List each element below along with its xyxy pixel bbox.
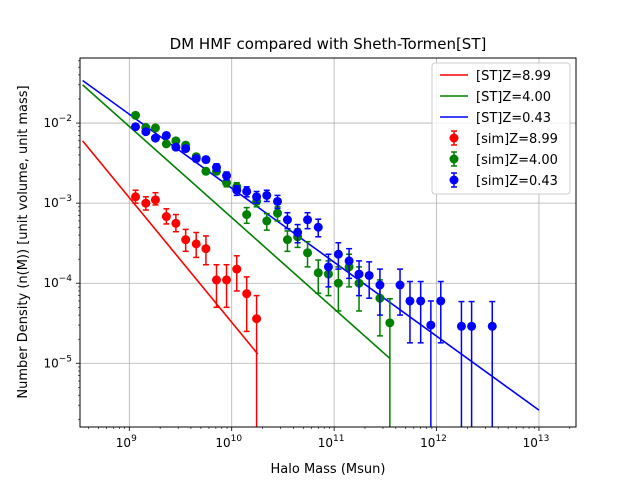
sim-point-1 xyxy=(131,110,141,120)
sim-point-2 xyxy=(191,154,201,164)
sim-point-0 xyxy=(131,192,141,202)
sim-point-1 xyxy=(385,318,395,328)
sim-point-1 xyxy=(313,268,323,278)
sim-point-1 xyxy=(303,248,313,258)
sim-point-2 xyxy=(344,256,354,266)
sim-point-2 xyxy=(201,155,211,165)
sim-point-0 xyxy=(211,275,221,285)
sim-point-2 xyxy=(211,162,221,172)
sim-point-2 xyxy=(405,296,415,306)
sim-point-2 xyxy=(487,321,497,331)
sim-point-2 xyxy=(273,196,283,206)
sim-point-1 xyxy=(150,123,160,133)
axes-frame xyxy=(79,57,577,428)
sim-point-2 xyxy=(467,321,477,331)
sim-point-2 xyxy=(293,227,303,237)
sim-point-2 xyxy=(141,127,151,137)
sim-point-1 xyxy=(273,208,283,218)
legend-label: [sim]Z=4.00 xyxy=(476,153,558,168)
sim-point-2 xyxy=(262,190,272,200)
sim-point-2 xyxy=(161,130,171,140)
legend-label: [sim]Z=8.99 xyxy=(476,132,558,147)
sim-point-0 xyxy=(171,218,181,228)
y-tick-label: 10−3 xyxy=(43,194,72,210)
x-axis-label: Halo Mass (Msun) xyxy=(271,462,386,477)
sim-point-1 xyxy=(282,235,292,245)
sim-point-1 xyxy=(333,278,343,288)
sim-point-2 xyxy=(333,249,343,259)
sim-point-1 xyxy=(201,166,211,176)
sim-point-0 xyxy=(161,212,171,222)
sim-point-2 xyxy=(354,269,364,279)
sim-point-2 xyxy=(395,280,405,290)
chart-title: DM HMF compared with Sheth-Tormen[ST] xyxy=(170,35,487,53)
legend-label: [sim]Z=0.43 xyxy=(476,174,558,189)
sim-point-2 xyxy=(150,133,160,143)
sim-point-0 xyxy=(141,198,151,208)
sim-point-2 xyxy=(323,262,333,272)
sim-point-2 xyxy=(171,142,181,152)
y-tick-label: 10−2 xyxy=(43,114,72,130)
sim-point-0 xyxy=(191,239,201,249)
sim-point-0 xyxy=(232,264,242,274)
sim-point-2 xyxy=(313,222,323,232)
sim-point-2 xyxy=(364,270,374,280)
y-tick-label: 10−4 xyxy=(43,274,72,290)
sim-point-2 xyxy=(436,296,446,306)
sim-point-1 xyxy=(262,216,272,226)
legend: [ST]Z=8.99 [ST]Z=4.00 [ST]Z=0.43 [sim]Z=8.9… xyxy=(431,62,571,195)
y-axis-label: Number Density (n(M)) [unit volume, unit… xyxy=(16,85,31,398)
legend-label: [ST]Z=0.43 xyxy=(476,111,551,126)
legend-label: [ST]Z=4.00 xyxy=(476,90,551,105)
sim-point-2 xyxy=(131,122,141,132)
sim-point-0 xyxy=(222,275,232,285)
sim-point-0 xyxy=(181,235,191,245)
sim-point-0 xyxy=(150,195,160,205)
sim-point-2 xyxy=(426,320,436,330)
legend-point-swatch xyxy=(449,175,459,185)
legend-label: [ST]Z=8.99 xyxy=(476,69,551,84)
legend-point-swatch xyxy=(449,154,459,164)
sim-point-2 xyxy=(303,215,313,225)
sim-point-2 xyxy=(416,296,426,306)
sim-point-0 xyxy=(201,244,211,254)
sim-point-2 xyxy=(252,192,262,202)
st-line-0 xyxy=(81,140,259,355)
sim-point-2 xyxy=(232,185,242,195)
sim-point-0 xyxy=(252,314,262,324)
plot-area xyxy=(81,79,540,427)
sim-point-2 xyxy=(375,280,385,290)
sim-point-2 xyxy=(181,144,191,154)
sim-point-1 xyxy=(242,210,252,220)
sim-point-1 xyxy=(171,136,181,146)
sim-point-2 xyxy=(282,215,292,225)
sim-point-2 xyxy=(456,321,466,331)
y-tick-label: 10−5 xyxy=(43,354,72,370)
sim-point-1 xyxy=(161,139,171,149)
legend-point-swatch xyxy=(449,133,459,143)
sim-point-2 xyxy=(242,186,252,196)
sim-point-2 xyxy=(222,171,232,181)
sim-point-0 xyxy=(242,289,252,299)
